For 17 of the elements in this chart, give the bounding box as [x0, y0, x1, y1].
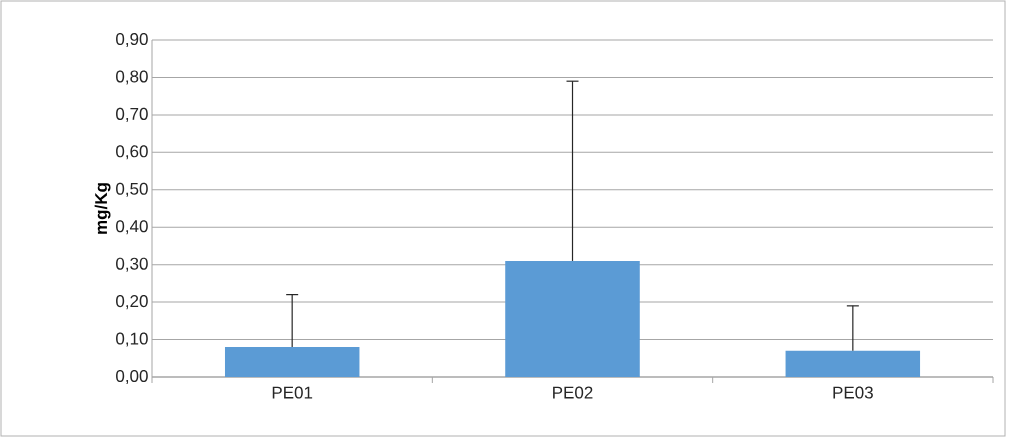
- y-tick-label: 0,30: [116, 257, 148, 272]
- x-tick-label: PE03: [833, 386, 873, 399]
- x-tick-label: PE02: [553, 386, 593, 399]
- bar: [224, 347, 360, 377]
- x-tick-label: PE01: [272, 386, 313, 399]
- y-tick-label: 0,80: [116, 70, 148, 85]
- y-tick-label: 0,10: [116, 332, 148, 347]
- y-tick-label: 0,20: [116, 295, 148, 310]
- y-tick-label: 0,70: [116, 107, 148, 122]
- y-tick-label: 0,40: [116, 220, 148, 235]
- y-tick-label: 0,60: [116, 145, 148, 160]
- y-tick-label: 0,00: [116, 369, 148, 385]
- y-axis-title: mg/Kg: [94, 183, 111, 234]
- y-tick-label: 0,50: [116, 182, 148, 197]
- bar: [785, 350, 921, 377]
- bar: [505, 260, 640, 377]
- y-tick-label: 0,90: [116, 32, 148, 48]
